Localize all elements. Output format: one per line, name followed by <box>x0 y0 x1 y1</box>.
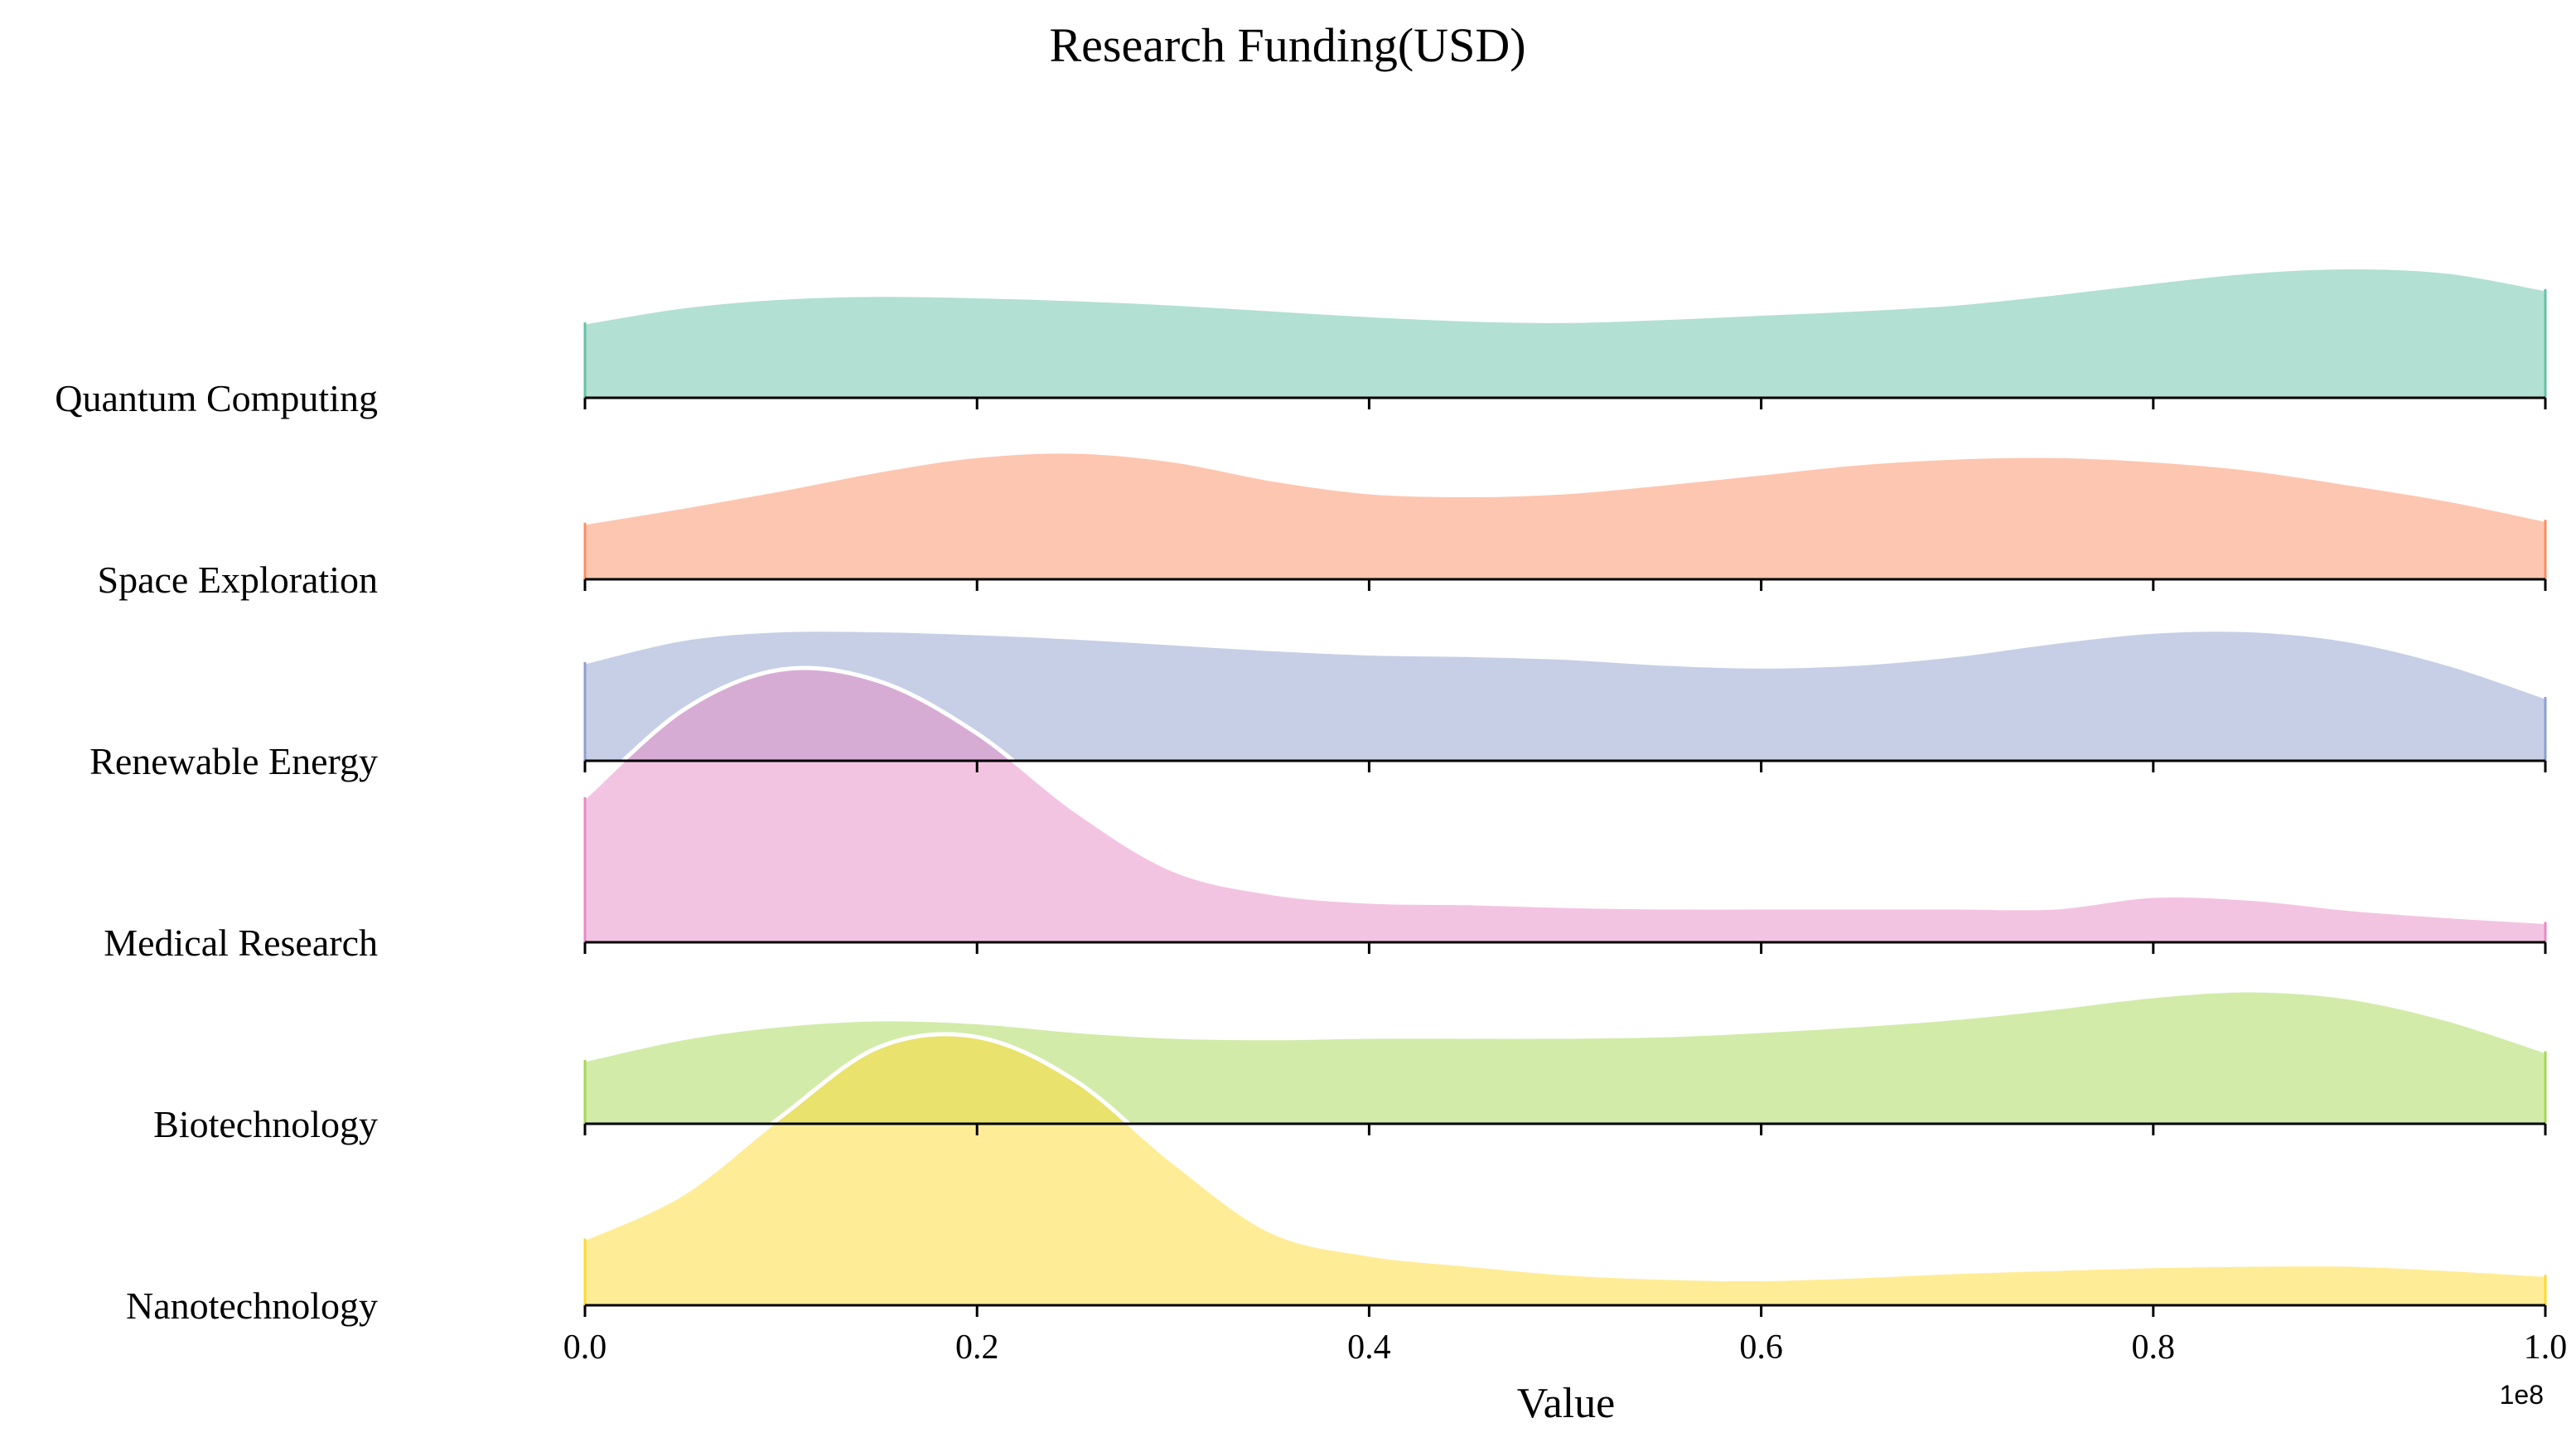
x-axis-label: Value <box>1517 1380 1615 1427</box>
ridge-area-space-exploration <box>585 451 2545 579</box>
x-tick-label: 0.6 <box>1739 1328 1783 1367</box>
ridge-area-renewable-energy <box>585 629 2545 761</box>
x-offset-label: 1e8 <box>2500 1380 2544 1410</box>
chart-title: Research Funding(USD) <box>1049 18 1525 72</box>
category-label-biotechnology: Biotechnology <box>153 1103 378 1145</box>
category-label-quantum-computing: Quantum Computing <box>55 377 378 419</box>
x-tick-label: 0.0 <box>563 1328 607 1367</box>
ridge-area-quantum-computing <box>585 267 2545 398</box>
x-tick-label: 0.8 <box>2132 1328 2176 1367</box>
ridge-area-nanotechnology <box>585 1033 2545 1305</box>
category-label-medical-research: Medical Research <box>104 922 378 964</box>
ridge-line-renewable-energy <box>584 627 2546 699</box>
ridges-layer <box>583 264 2547 1305</box>
category-label-renewable-energy: Renewable Energy <box>89 740 378 782</box>
ridge-line-biotechnology <box>584 988 2546 1062</box>
x-tick-label: 0.4 <box>1347 1328 1391 1367</box>
axes-layer <box>583 396 2547 1317</box>
x-tick-label: 0.2 <box>955 1328 999 1367</box>
x-tick-label: 1.0 <box>2524 1328 2568 1367</box>
x-tick-labels: 0.0 0.2 0.4 0.6 0.8 1.0 <box>563 1328 2568 1367</box>
ridge-line-nanotechnology <box>583 1032 2546 1282</box>
ridge-area-medical-research <box>585 667 2545 942</box>
ridge-line-quantum-computing <box>584 264 2546 325</box>
category-label-space-exploration: Space Exploration <box>97 559 378 601</box>
ridge-line-space-exploration <box>584 449 2546 525</box>
ridge-line-medical-research <box>583 665 2546 924</box>
category-labels: Quantum Computing Space Exploration Renewa… <box>55 377 378 1327</box>
category-label-nanotechnology: Nanotechnology <box>126 1285 378 1327</box>
